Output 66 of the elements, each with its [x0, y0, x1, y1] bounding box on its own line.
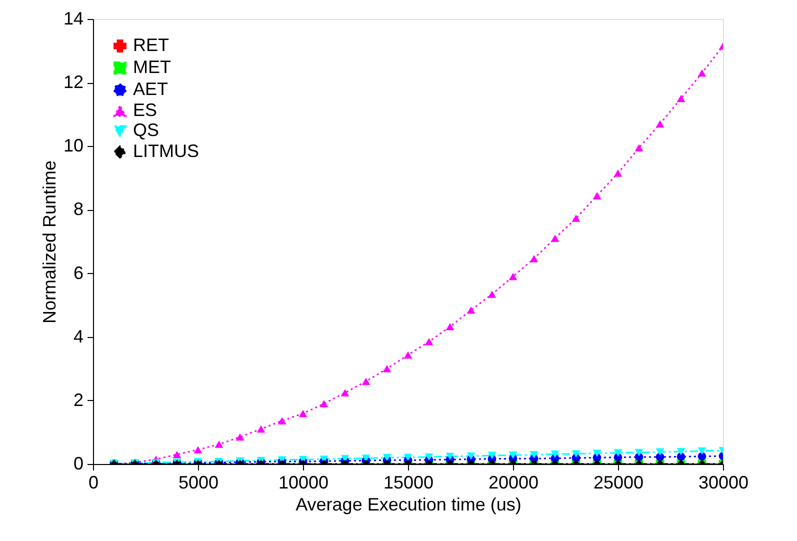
- x-tick-label: 20000: [488, 472, 539, 492]
- point: [530, 451, 538, 458]
- legend-label: QS: [133, 120, 160, 140]
- point: [592, 450, 602, 457]
- y-tick-label: 14: [63, 8, 84, 28]
- legend-label: RET: [133, 35, 170, 55]
- point: [320, 400, 328, 408]
- point: [676, 94, 686, 102]
- point: [446, 323, 454, 330]
- point: [572, 214, 580, 222]
- x-tick-label: 5000: [178, 472, 219, 492]
- point: [466, 306, 476, 314]
- x-axis-title: Average Execution time (us): [296, 494, 522, 514]
- point: [656, 120, 664, 128]
- point: [236, 433, 244, 441]
- y-tick-label: 0: [73, 454, 84, 474]
- point: [698, 452, 706, 461]
- point: [424, 338, 434, 346]
- point: [194, 446, 202, 454]
- y-tick-label: 12: [63, 72, 84, 92]
- point: [446, 452, 454, 460]
- point: [656, 448, 664, 456]
- point: [404, 454, 412, 461]
- point: [614, 170, 622, 177]
- point: [634, 448, 644, 456]
- x-tick-label: 10000: [278, 472, 329, 492]
- x-tick-label: 0: [88, 472, 99, 492]
- y-tick-label: 6: [73, 262, 84, 283]
- point: [214, 440, 224, 448]
- point: [466, 452, 476, 460]
- point: [698, 69, 706, 77]
- y-tick-label: 10: [63, 136, 84, 156]
- point: [550, 450, 560, 458]
- point: [404, 351, 412, 359]
- y-tick-label: 8: [73, 199, 84, 220]
- point: [340, 389, 350, 396]
- y-tick-label: 4: [73, 326, 84, 346]
- y-axis-title: Normalized Runtime: [39, 160, 60, 324]
- y-tick-label: 2: [73, 390, 84, 410]
- x-tick-label: 30000: [698, 472, 749, 492]
- point: [256, 425, 266, 433]
- point: [362, 378, 370, 385]
- point: [298, 410, 308, 418]
- legend-label: LITMUS: [133, 141, 200, 161]
- point: [530, 255, 538, 262]
- legend-label: ES: [133, 100, 158, 120]
- point: [508, 451, 518, 459]
- point: [592, 192, 602, 200]
- point: [614, 449, 622, 456]
- point: [550, 234, 560, 242]
- point: [508, 272, 518, 280]
- point: [634, 144, 644, 152]
- x-tick-label: 25000: [593, 472, 644, 492]
- point: [676, 448, 686, 456]
- point: [382, 365, 392, 372]
- point: [382, 454, 392, 462]
- point: [488, 290, 496, 298]
- point: [488, 452, 496, 460]
- point: [278, 417, 286, 424]
- point: [572, 450, 580, 458]
- legend-label: AET: [133, 79, 168, 99]
- legend-label: MET: [133, 57, 171, 77]
- point: [698, 447, 706, 455]
- point: [172, 450, 182, 458]
- point: [424, 453, 434, 461]
- x-tick-label: 15000: [383, 472, 434, 492]
